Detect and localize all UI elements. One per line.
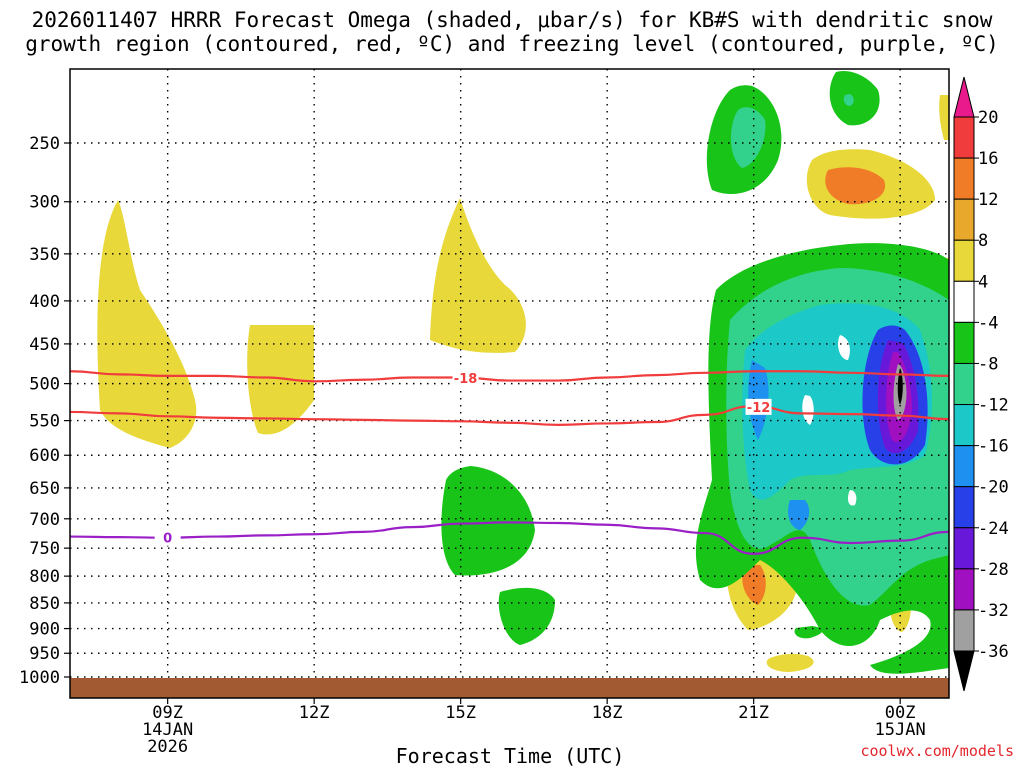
colorbar-bottom-arrow (953, 650, 975, 692)
x-tick-label-9-2: 2026 (147, 737, 188, 757)
colorbar-box-12 (953, 609, 975, 652)
terrain-bar (70, 678, 949, 698)
colorbar-box-10 (953, 527, 975, 570)
colorbar-box-4 (953, 280, 975, 323)
contour-label-0: 0 (163, 532, 172, 547)
colorbar-box-8 (953, 445, 975, 488)
y-tick-label-600: 600 (29, 446, 60, 466)
contour-lines: -18 -12 0 (70, 369, 949, 555)
contour-0 (70, 521, 949, 555)
y-tick-label-750: 750 (29, 539, 60, 559)
colorbar-label-13: -36 (978, 642, 1009, 662)
x-tick-label-12-0: 12Z (299, 703, 330, 723)
y-tick-label-950: 950 (29, 644, 60, 664)
colorbar-label-11: -28 (978, 560, 1009, 580)
credit-text: coolwx.com/models (860, 742, 1014, 760)
x-tick-label-21-0: 21Z (738, 703, 769, 723)
y-tick-label-1000: 1000 (19, 668, 60, 688)
contour-label-bg--18 (452, 369, 479, 386)
title-line-1: 2026011407 HRRR Forecast Omega (shaded, … (31, 8, 993, 32)
contour--18 (70, 370, 949, 383)
colorbar-label-4: 4 (978, 272, 988, 292)
y-tick-label-850: 850 (29, 594, 60, 614)
colorbar-box-5 (953, 321, 975, 364)
y-tick-label-650: 650 (29, 479, 60, 499)
contour-label-bg--12 (745, 398, 772, 415)
y-tick-label-450: 450 (29, 335, 60, 355)
colorbar-top-arrow (953, 76, 975, 118)
title-line-2: growth region (contoured, red, ºC) and f… (25, 32, 999, 56)
y-tick-label-800: 800 (29, 567, 60, 587)
colorbar-box-1 (953, 157, 975, 200)
colorbar-box-6 (953, 362, 975, 406)
colorbar-label-1: 16 (978, 149, 998, 169)
colorbar-label-9: -20 (978, 478, 1009, 498)
colorbar-label-0: 20 (978, 108, 998, 128)
colorbar-box-7 (953, 404, 975, 447)
y-tick-label-550: 550 (29, 412, 60, 432)
y-axis: 250 300 350 400 450 500 550 600 650 700 750 800 850 9… (19, 134, 70, 688)
x-tick-label-15-0: 15Z (445, 703, 476, 723)
y-tick-label-300: 300 (29, 193, 60, 213)
colorbar: 20 16 12 8 4 -4 -8 -12 -16 -20 -24 -28 -32 -36 (953, 76, 1009, 692)
colorbar-label-7: -12 (978, 396, 1009, 416)
colorbar-label-3: 8 (978, 231, 988, 251)
colorbar-label-5: -4 (978, 313, 998, 333)
y-tick-label-250: 250 (29, 134, 60, 154)
y-tick-label-400: 400 (29, 292, 60, 312)
y-tick-label-900: 900 (29, 620, 60, 640)
colorbar-label-8: -16 (978, 437, 1009, 457)
contour-label--12: -12 (747, 401, 771, 416)
contour--12 (70, 405, 949, 426)
x-tick-label-24-1: 15JAN (875, 720, 926, 740)
colorbar-box-3 (953, 239, 975, 282)
x-tick-label-9-1: 14JAN (142, 720, 193, 740)
omega-shading (97, 70, 949, 674)
colorbar-label-6: -8 (978, 354, 998, 374)
y-tick-label-350: 350 (29, 245, 60, 265)
colorbar-box-11 (953, 568, 975, 611)
contour-label--18: -18 (454, 372, 478, 387)
x-tick-label-24-0: 00Z (885, 703, 916, 723)
colorbar-box-9 (953, 486, 975, 529)
colorbar-label-12: -32 (978, 601, 1009, 621)
chart-title: 2026011407 HRRR Forecast Omega (shaded, … (0, 8, 1024, 56)
colorbar-label-10: -24 (978, 519, 1009, 539)
y-tick-label-700: 700 (29, 510, 60, 530)
x-tick-label-18-0: 18Z (592, 703, 623, 723)
colorbar-label-2: 12 (978, 190, 998, 210)
contour-label-bg-0 (154, 529, 181, 546)
x-axis-title: Forecast Time (UTC) (395, 744, 625, 768)
colorbar-box-0 (953, 116, 975, 159)
y-tick-label-500: 500 (29, 375, 60, 395)
colorbar-box-2 (953, 198, 975, 241)
x-tick-label-9-0: 09Z (152, 703, 183, 723)
